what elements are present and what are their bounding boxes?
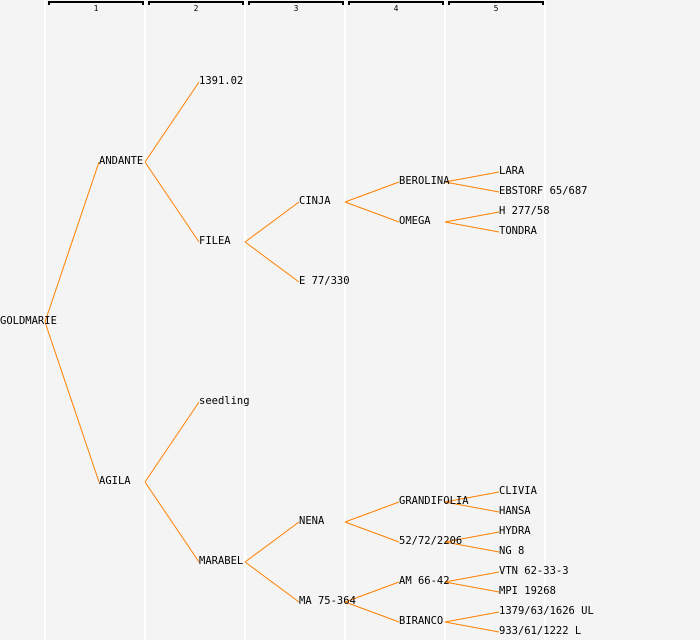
pedigree-link [444,571,500,583]
pedigree-link [244,201,300,243]
ancestor-node-gen4[interactable]: BIRANCO [399,615,444,627]
generation-number: 1 [93,4,99,13]
generation-bracket [348,1,444,5]
root-node[interactable]: GOLDMARIE [0,315,57,327]
generation-number: 2 [193,4,199,13]
ancestor-node-gen2[interactable]: FILEA [199,235,231,247]
ancestor-node-gen4[interactable]: AM 66-42 [399,575,450,587]
pedigree-link [44,161,100,323]
pedigree-link [444,221,500,233]
pedigree-link [144,401,200,483]
column-separator [144,0,146,640]
ancestor-node-gen1[interactable]: ANDANTE [99,155,144,167]
pedigree-link [144,161,200,243]
generation-number: 5 [493,4,499,13]
pedigree-link [444,611,500,623]
generation-bracket [448,1,544,5]
pedigree-link [444,581,500,593]
pedigree-link [344,501,400,523]
pedigree-link [444,211,500,223]
pedigree-link [444,501,500,513]
pedigree-link [44,321,100,483]
ancestor-node-gen5[interactable]: NG 8 [499,545,525,557]
ancestor-node-gen5[interactable]: EBSTORF 65/687 [499,185,588,197]
column-separator [544,0,546,640]
ancestor-node-gen5[interactable]: 933/61/1222 L [499,625,582,637]
generation-bracket [48,1,144,5]
ancestor-node-gen1[interactable]: AGILA [99,475,131,487]
pedigree-link [444,531,500,543]
ancestor-node-gen4[interactable]: GRANDIFOLIA [399,495,469,507]
generation-bracket [248,1,344,5]
pedigree-link [144,481,200,563]
ancestor-node-gen3[interactable]: E 77/330 [299,275,350,287]
generation-bracket [148,1,244,5]
ancestor-node-gen4[interactable]: OMEGA [399,215,431,227]
pedigree-link [244,561,300,603]
pedigree-link [344,601,400,623]
ancestor-node-gen5[interactable]: MPI 19268 [499,585,556,597]
ancestor-node-gen2[interactable]: 1391.02 [199,75,244,87]
ancestor-node-gen5[interactable]: HYDRA [499,525,531,537]
column-separator [244,0,246,640]
pedigree-link [244,241,300,283]
ancestor-node-gen5[interactable]: H 277/58 [499,205,550,217]
pedigree-link [344,181,400,203]
ancestor-node-gen5[interactable]: CLIVIA [499,485,537,497]
ancestor-node-gen5[interactable]: LARA [499,165,525,177]
ancestor-node-gen2[interactable]: MARABEL [199,555,244,567]
ancestor-node-gen2[interactable]: seedling [199,395,250,407]
pedigree-link [444,171,500,183]
generation-number: 4 [393,4,399,13]
ancestor-node-gen5[interactable]: HANSA [499,505,531,517]
ancestor-node-gen5[interactable]: TONDRA [499,225,537,237]
pedigree-link [244,521,300,563]
column-separator [344,0,346,640]
pedigree-link [144,81,200,163]
pedigree-link [444,491,500,503]
pedigree-link [344,581,400,603]
ancestor-node-gen5[interactable]: 1379/63/1626 UL [499,605,594,617]
pedigree-link [344,521,400,543]
pedigree-link [444,621,500,633]
ancestor-node-gen4[interactable]: BEROLINA [399,175,450,187]
pedigree-link [344,201,400,223]
ancestor-node-gen5[interactable]: VTN 62-33-3 [499,565,569,577]
column-separator [444,0,446,640]
ancestor-node-gen3[interactable]: NENA [299,515,325,527]
pedigree-link [444,541,500,553]
ancestor-node-gen3[interactable]: MA 75-364 [299,595,356,607]
generation-number: 3 [293,4,299,13]
ancestor-node-gen4[interactable]: 52/72/2206 [399,535,463,547]
pedigree-link [444,181,500,193]
column-separator [44,0,46,640]
ancestor-node-gen3[interactable]: CINJA [299,195,331,207]
